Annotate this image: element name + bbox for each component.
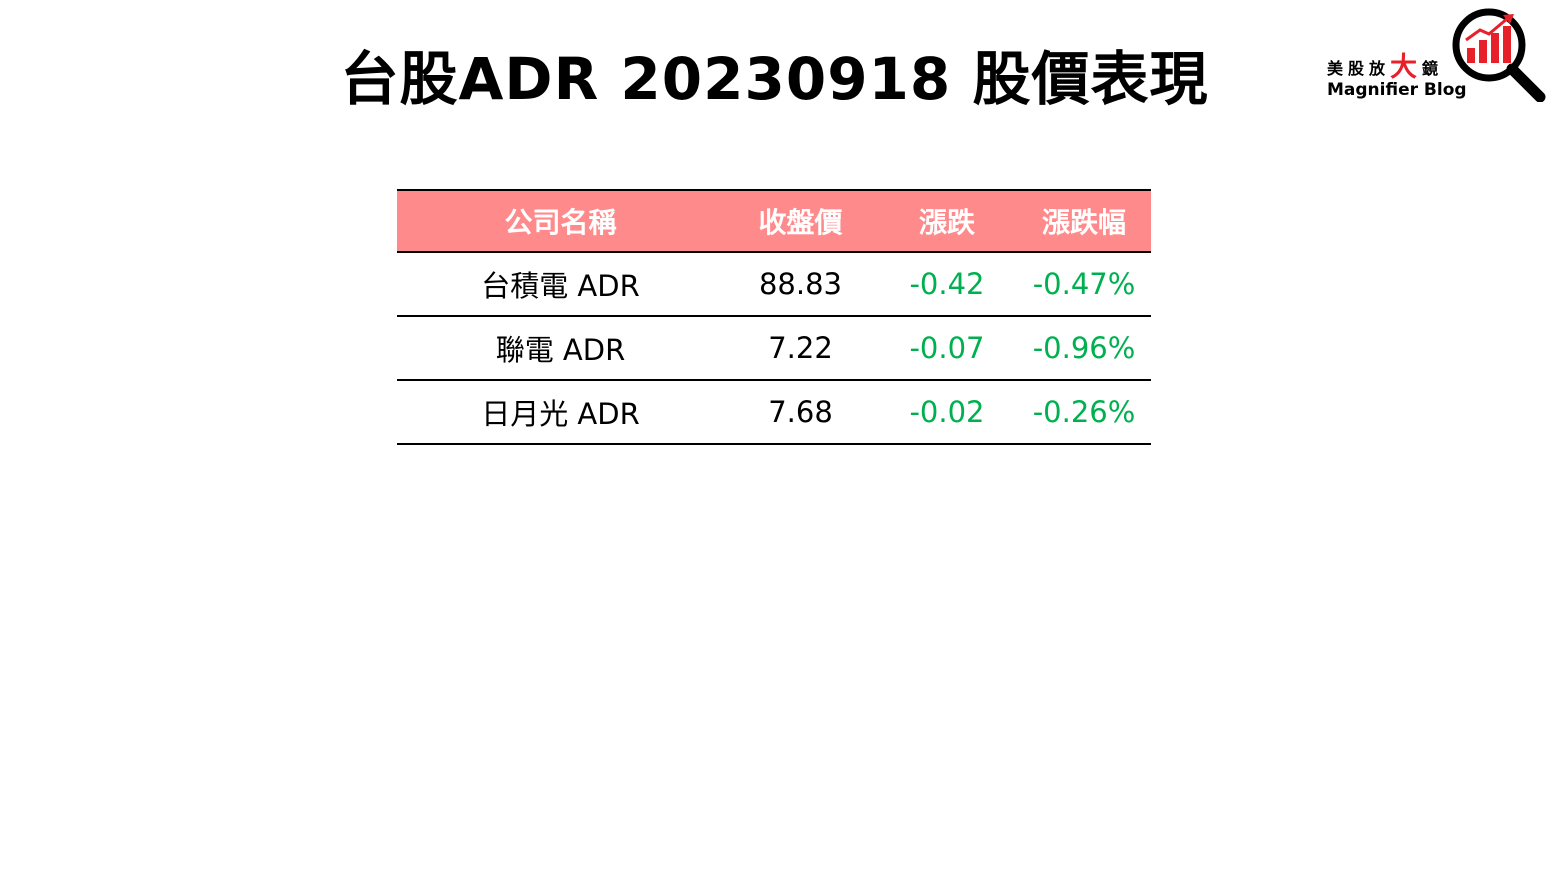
company-name-cell: 聯電 ADR: [495, 333, 626, 367]
logo-title-big-char: 大: [1390, 52, 1423, 83]
close-price-cell: 7.68: [768, 395, 833, 429]
adr-price-table: 公司名稱 收盤價 漲跌 漲跌幅 台積電 ADR 88.83 -0.42 -0.4…: [397, 189, 1151, 445]
logo-subtitle: Magnifier Blog: [1327, 80, 1467, 100]
change-cell: -0.42: [909, 267, 985, 301]
magnifier-chart-icon: [1452, 8, 1546, 102]
page-title: 台股ADR 20230918 股價表現: [340, 45, 1209, 113]
table-header-row: 公司名稱 收盤價 漲跌 漲跌幅: [397, 189, 1151, 253]
header-change: 漲跌: [918, 206, 975, 239]
change-percent-cell: -0.47%: [1032, 267, 1136, 301]
change-percent-cell: -0.96%: [1032, 331, 1136, 365]
header-company-name: 公司名稱: [504, 206, 617, 239]
table-row: 台積電 ADR 88.83 -0.42 -0.47%: [397, 253, 1151, 317]
change-cell: -0.02: [909, 395, 985, 429]
logo-title-part2: 鏡: [1422, 59, 1444, 78]
logo-title: 美股放大鏡: [1327, 52, 1444, 81]
change-cell: -0.07: [909, 331, 985, 365]
close-price-cell: 7.22: [768, 331, 833, 365]
company-name-cell: 台積電 ADR: [481, 269, 640, 303]
header-change-percent: 漲跌幅: [1041, 206, 1126, 239]
blog-logo: 美股放大鏡 Magnifier Blog: [1322, 4, 1546, 104]
logo-title-part1: 美股放: [1327, 59, 1391, 78]
table-row: 日月光 ADR 7.68 -0.02 -0.26%: [397, 381, 1151, 445]
header-close-price: 收盤價: [758, 206, 843, 239]
table-row: 聯電 ADR 7.22 -0.07 -0.96%: [397, 317, 1151, 381]
change-percent-cell: -0.26%: [1032, 395, 1136, 429]
close-price-cell: 88.83: [758, 267, 843, 301]
company-name-cell: 日月光 ADR: [481, 397, 640, 431]
